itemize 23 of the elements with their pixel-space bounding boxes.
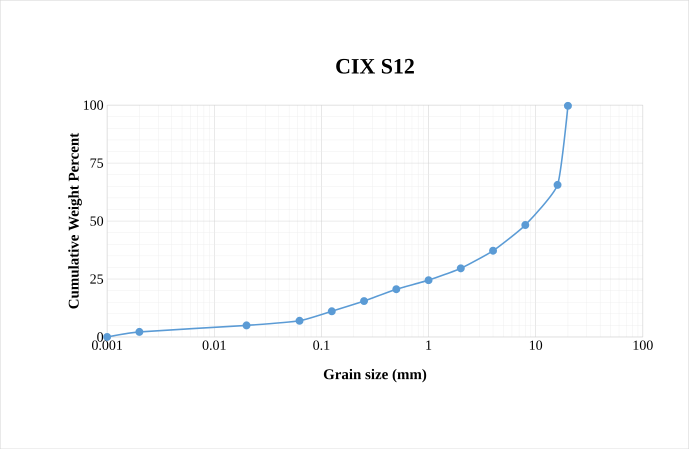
y-tick-label: 0 [97,332,104,342]
x-tick-label: 1 [426,340,432,350]
y-tick-label: 75 [90,158,104,168]
chart-title: CIX S12 [336,58,414,74]
x-tick-label: 100 [634,340,653,350]
point [456,264,465,272]
y-tick-label: 100 [84,100,104,110]
y-axis-title: Cumulative Weight Percent [68,132,82,308]
x-tick-label: 0.1 [313,340,330,350]
x-tick-label: 10 [530,340,542,350]
point [296,316,304,325]
point [521,220,530,229]
point [424,276,433,284]
x-axis-title: Grain size (mm) [324,368,426,382]
point [489,246,498,255]
y-tick-label: 25 [90,274,104,284]
y-tick-label: 50 [90,216,104,226]
x-tick-label: 0.01 [202,340,226,350]
x-tick-label: 0.001 [92,340,122,350]
point [360,297,368,305]
point [328,307,336,316]
point [392,285,400,294]
point [554,180,562,189]
